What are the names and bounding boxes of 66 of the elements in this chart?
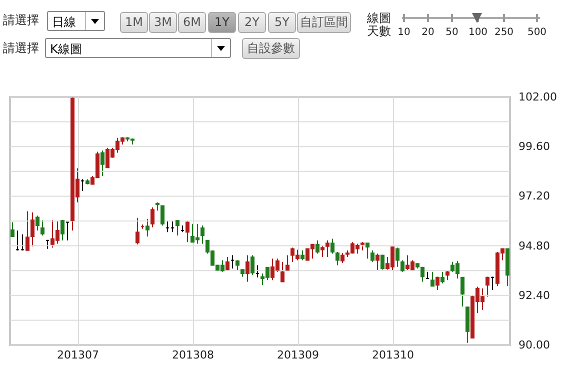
candlestick bbox=[146, 218, 150, 237]
candlestick bbox=[326, 240, 330, 258]
x-tick-label: 201307 bbox=[57, 348, 99, 362]
candlestick bbox=[100, 150, 104, 176]
candlestick bbox=[280, 261, 284, 282]
text: 1M bbox=[120, 12, 148, 33]
candlestick bbox=[430, 271, 434, 287]
y-tick-label: 92.40 bbox=[518, 288, 550, 302]
candlestick bbox=[136, 217, 140, 245]
text: 日線 bbox=[52, 14, 76, 31]
text: 2Y bbox=[238, 12, 266, 33]
candlestick bbox=[10, 222, 14, 237]
text: 3M bbox=[149, 12, 177, 33]
text: 1Y bbox=[208, 12, 236, 33]
candlestick bbox=[316, 240, 320, 254]
candlestick bbox=[320, 244, 324, 258]
y-tick-label: 97.20 bbox=[518, 190, 550, 203]
text: 6M bbox=[178, 12, 206, 33]
candlestick bbox=[396, 247, 400, 268]
candlestick bbox=[336, 252, 340, 266]
text: 自訂區間 bbox=[297, 12, 351, 33]
candlestick bbox=[340, 252, 344, 264]
candlestick bbox=[300, 250, 304, 261]
candlestick bbox=[160, 205, 164, 226]
candlestick bbox=[186, 220, 190, 243]
text: 線圖 bbox=[367, 11, 391, 25]
text: 250 bbox=[494, 26, 514, 40]
candlestick bbox=[176, 219, 180, 236]
text: 100 bbox=[468, 26, 488, 40]
text: 500 bbox=[527, 26, 547, 40]
text: 自設參數 bbox=[242, 38, 300, 59]
candlestick bbox=[380, 254, 384, 270]
candlestick bbox=[436, 276, 440, 291]
candlestick bbox=[366, 242, 370, 260]
candlestick bbox=[200, 225, 204, 244]
candlestick bbox=[40, 219, 44, 236]
candlestick bbox=[286, 254, 290, 271]
text: 50 bbox=[446, 26, 458, 40]
y-tick-label: 99.60 bbox=[518, 140, 550, 154]
text: 請選擇 bbox=[3, 41, 39, 55]
y-tick-label: 94.80 bbox=[518, 239, 550, 252]
candlestick bbox=[250, 254, 254, 276]
y-tick-label: 102.00 bbox=[518, 90, 557, 104]
y-tick-label: 90.00 bbox=[518, 338, 550, 352]
candlestick bbox=[150, 206, 154, 228]
text: K線圖 bbox=[50, 41, 82, 58]
candlestick bbox=[446, 270, 450, 281]
x-tick-label: 201309 bbox=[277, 348, 319, 362]
text: 5Y bbox=[268, 12, 296, 33]
candlestick bbox=[376, 253, 380, 271]
candlestick bbox=[330, 238, 334, 254]
candlestick bbox=[36, 215, 40, 232]
candlestick bbox=[246, 254, 250, 282]
candlestick bbox=[400, 260, 404, 272]
candlestick bbox=[226, 256, 230, 271]
x-tick-label: 201308 bbox=[172, 348, 214, 362]
candlestick bbox=[440, 271, 444, 284]
text: 10 bbox=[398, 26, 410, 40]
candlestick bbox=[486, 276, 490, 298]
x-tick-label: 201310 bbox=[372, 348, 414, 362]
candlestick bbox=[370, 250, 374, 262]
text: 天數 bbox=[367, 24, 391, 38]
text: 20 bbox=[422, 26, 434, 40]
candlestick bbox=[460, 276, 464, 308]
text: 請選擇 bbox=[3, 13, 39, 27]
candlestick bbox=[60, 219, 64, 241]
